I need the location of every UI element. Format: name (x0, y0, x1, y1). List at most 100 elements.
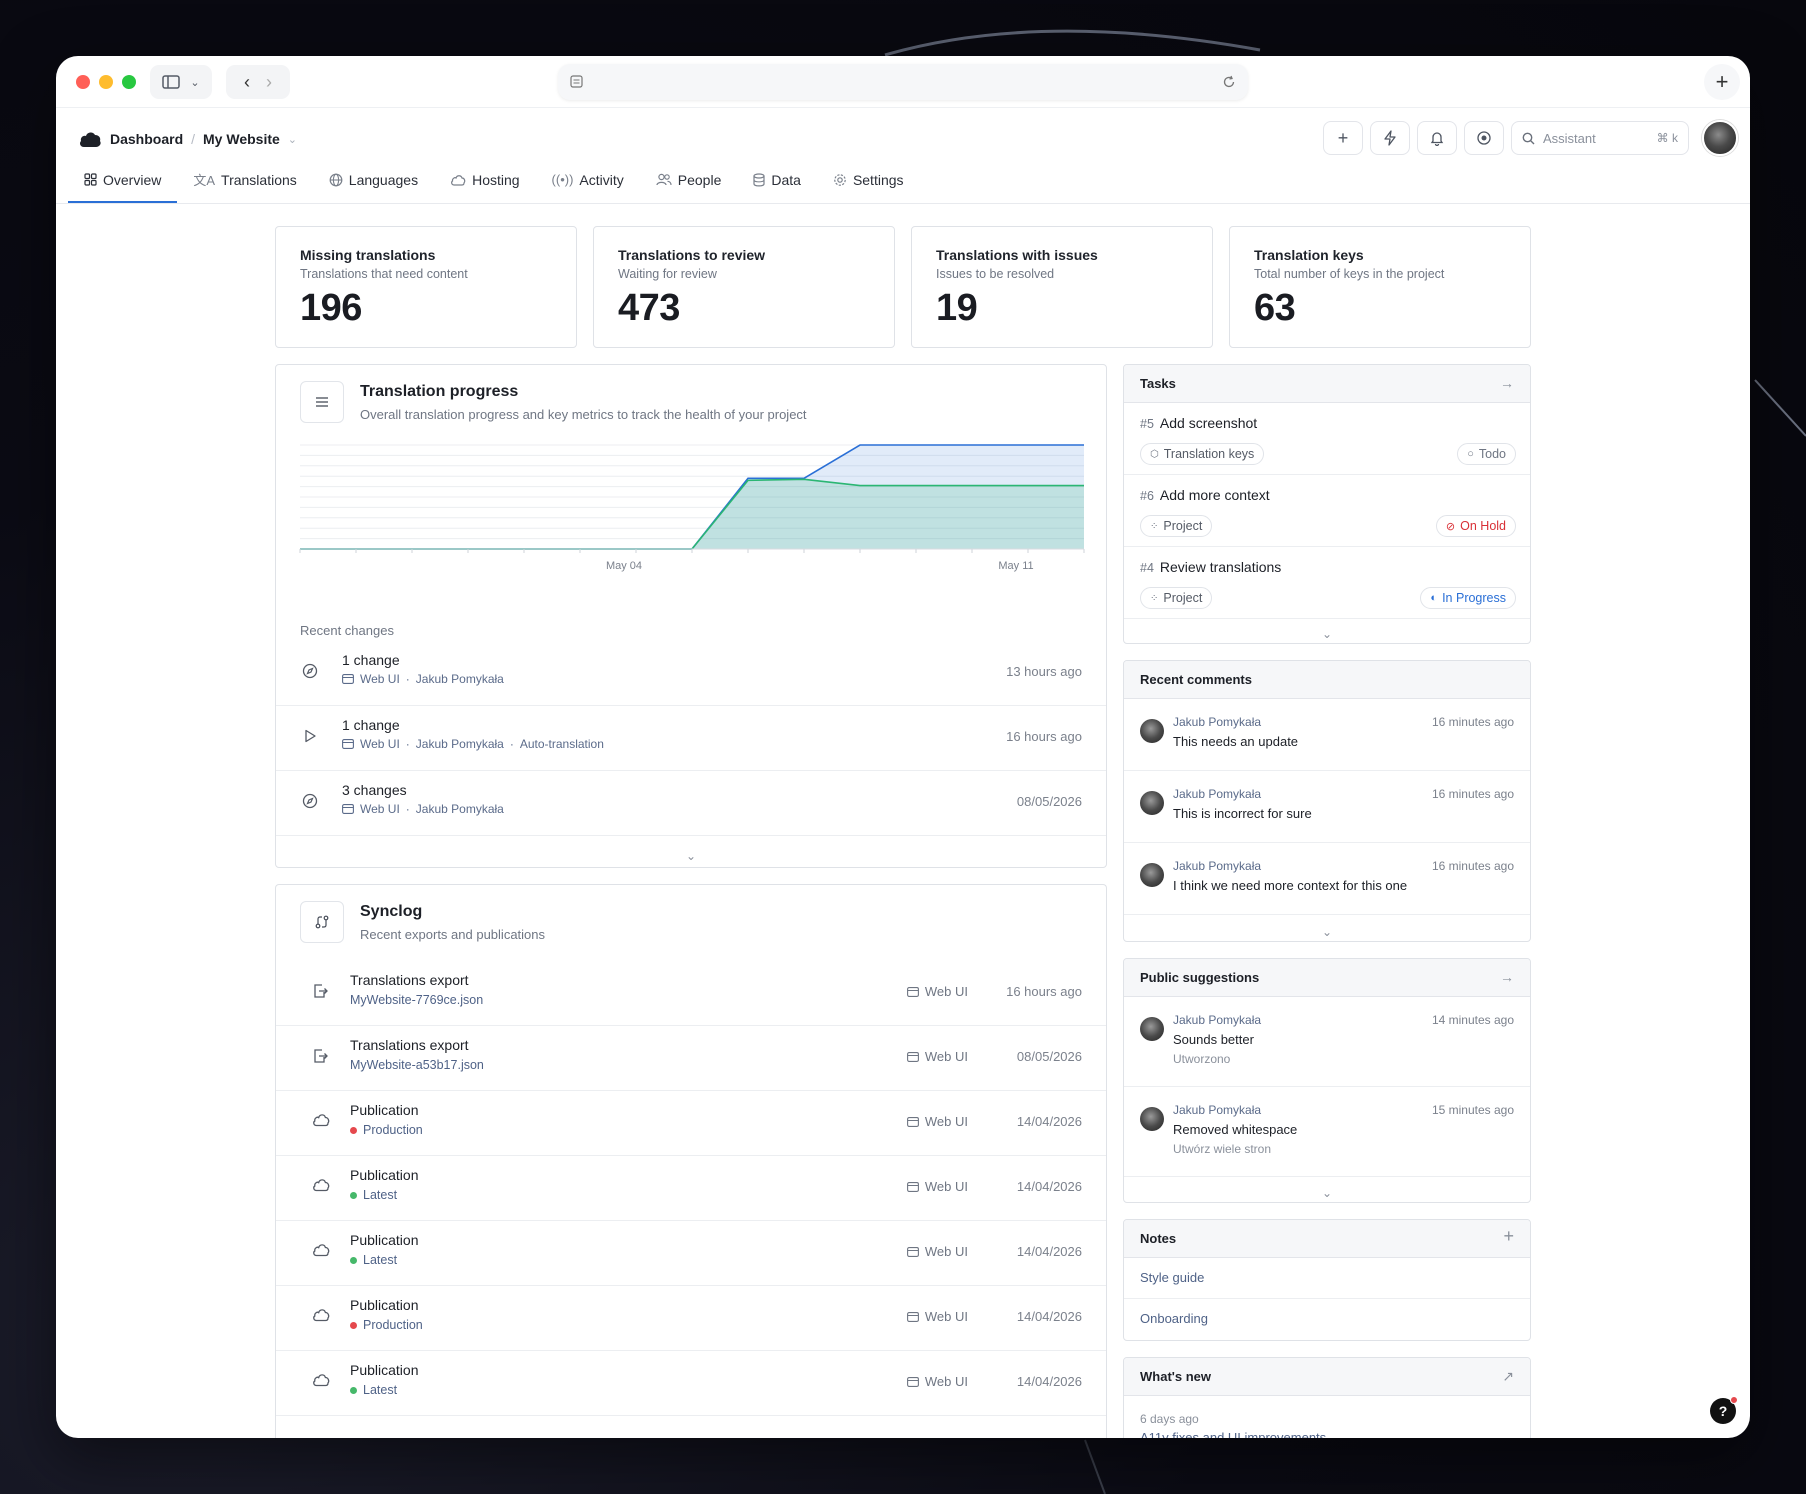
tab-translations[interactable]: 文A Translations (177, 170, 312, 203)
suggestion-row[interactable]: Jakub Pomykała Removed whitespace Utwórz w… (1124, 1087, 1530, 1177)
stat-card-review[interactable]: Translations to review Waiting for revie… (593, 226, 895, 348)
task-row[interactable]: #4 Review translations ⁘ Project ◐ In Progres… (1124, 547, 1530, 619)
maximize-window-button[interactable] (122, 75, 136, 89)
show-more-chevron-icon[interactable]: ⌄ (1321, 925, 1333, 939)
synclog-row[interactable]: Translations export MyWebsite-a53b17.json… (276, 1026, 1106, 1091)
task-status-badge[interactable]: ⊘ On Hold (1435, 515, 1516, 537)
change-meta: Web UI · Jakub Pomykała · Auto-translation (342, 737, 604, 751)
task-status-badge[interactable]: ○ Todo (1457, 443, 1516, 465)
synclog-row[interactable]: Publication Latest Web UI 14/04/2026 (276, 1351, 1106, 1416)
change-author[interactable]: Jakub Pomykała (415, 802, 504, 816)
reload-icon[interactable] (1222, 75, 1236, 89)
title-bar: ⌄ ‹ › + (56, 56, 1750, 108)
task-tag[interactable]: ⬡ Translation keys (1140, 443, 1265, 465)
synclog-row[interactable]: Publication Latest Web UI 14/04/2026 (276, 1221, 1106, 1286)
suggestion-row[interactable]: Jakub Pomykała Sounds better Utworzono 14 m… (1124, 997, 1530, 1087)
notifications-button[interactable] (1417, 121, 1457, 155)
comments-list: Jakub Pomykała This needs an update 16 min… (1124, 699, 1530, 915)
comment-row[interactable]: Jakub Pomykała I think we need more conte… (1124, 843, 1530, 915)
back-icon[interactable]: ‹ (244, 71, 250, 92)
change-author[interactable]: Jakub Pomykała (415, 737, 504, 751)
suggestions-title: Public suggestions (1140, 970, 1260, 985)
external-link-icon[interactable]: ↗ (1502, 1368, 1514, 1384)
tab-data[interactable]: Data (737, 170, 817, 203)
tab-activity[interactable]: ((•)) Activity (536, 170, 640, 203)
chevron-down-icon[interactable]: ⌄ (287, 133, 297, 146)
assistant-search[interactable]: Assistant ⌘ k (1511, 121, 1689, 155)
arrow-right-icon[interactable]: → (1500, 375, 1514, 391)
note-item[interactable]: Style guide (1124, 1258, 1530, 1299)
minimize-window-button[interactable] (99, 75, 113, 89)
suggestion-author[interactable]: Jakub Pomykała (1173, 1103, 1262, 1117)
panel-title: Synclog (360, 903, 423, 920)
task-tag[interactable]: ⁘ Project (1140, 515, 1213, 537)
task-tag[interactable]: ⁘ Project (1140, 587, 1213, 609)
show-more-chevron-icon[interactable]: ⌄ (1321, 627, 1333, 641)
tab-settings[interactable]: Settings (817, 170, 920, 203)
comment-author[interactable]: Jakub Pomykała (1173, 715, 1262, 729)
close-window-button[interactable] (76, 75, 90, 89)
add-button[interactable]: + (1323, 121, 1363, 155)
change-source: Web UI (360, 737, 400, 751)
synclog-detail: MyWebsite-7769ce.json (350, 993, 483, 1007)
synclog-row[interactable]: Translations export MyWebsite-7769ce.json… (276, 961, 1106, 1026)
whats-new-header: What's new ↗ (1124, 1358, 1530, 1396)
whats-new-text[interactable]: A11y fixes and UI improvements (1140, 1430, 1327, 1438)
synclog-row[interactable]: Publication Production Web UI 14/04/2026 (276, 1091, 1106, 1156)
help-button[interactable]: ? (1710, 1396, 1738, 1424)
task-status-badge[interactable]: ◐ In Progress (1420, 587, 1516, 609)
comment-row[interactable]: Jakub Pomykała This needs an update 16 min… (1124, 699, 1530, 771)
tab-hosting[interactable]: Hosting (434, 170, 535, 203)
synclog-detail: Production (350, 1318, 423, 1332)
avatar (1140, 1107, 1164, 1131)
task-tag-label: Translation keys (1163, 447, 1255, 461)
task-row[interactable]: #6 Add more context ⁘ Project ⊘ On Hold (1124, 475, 1530, 547)
cloud-icon (312, 1113, 330, 1132)
tab-overview[interactable]: Overview (68, 170, 178, 203)
series-area-1 (300, 479, 1084, 549)
add-note-plus-icon[interactable]: + (1503, 1226, 1514, 1246)
show-more-chevron-icon[interactable]: ⌄ (1321, 1186, 1333, 1200)
comments-header: Recent comments (1124, 661, 1530, 699)
people-icon (656, 173, 672, 186)
sidebar-toggle-button[interactable]: ⌄ (150, 65, 212, 99)
stat-value: 19 (936, 287, 978, 329)
note-item[interactable]: Onboarding (1140, 1311, 1208, 1326)
comment-author[interactable]: Jakub Pomykała (1173, 859, 1262, 873)
synclog-time: 16 hours ago (1006, 984, 1082, 999)
compass-icon (302, 663, 318, 679)
change-row[interactable]: 1 change Web UI · Jakub Pomykała 13 hours… (276, 641, 1106, 706)
quick-actions-button[interactable] (1370, 121, 1410, 155)
address-bar[interactable] (558, 64, 1248, 100)
synclog-row[interactable]: Publication Latest Web UI 14/04/2026 (276, 1156, 1106, 1221)
suggestion-author[interactable]: Jakub Pomykała (1173, 1013, 1262, 1027)
meta-separator: · (405, 802, 410, 816)
synclog-title: Publication (350, 1362, 419, 1378)
avatar (1140, 1017, 1164, 1041)
change-row[interactable]: 1 change Web UI · Jakub Pomykała · Auto-tr… (276, 706, 1106, 771)
task-tag-label: Project (1163, 591, 1203, 605)
stat-card-issues[interactable]: Translations with issues Issues to be re… (911, 226, 1213, 348)
new-tab-button[interactable]: + (1704, 64, 1740, 100)
synclog-source: Web UI (906, 1374, 968, 1389)
synclog-row[interactable]: Publication Production Web UI 14/04/2026 (276, 1286, 1106, 1351)
change-row[interactable]: 3 changes Web UI · Jakub Pomykała 08/05/2… (276, 771, 1106, 836)
arrow-right-icon[interactable]: → (1500, 969, 1514, 985)
status-dot (350, 1387, 357, 1395)
gear-icon (834, 173, 846, 186)
tab-people[interactable]: People (640, 170, 738, 203)
comment-time: 16 minutes ago (1431, 787, 1514, 801)
record-button[interactable] (1464, 121, 1504, 155)
task-row[interactable]: #5 Add screenshot ⬡ Translation keys ○ Todo (1124, 403, 1530, 475)
stat-card-missing[interactable]: Missing translations Translations that n… (275, 226, 577, 348)
show-more-chevron-icon[interactable]: ⌄ (685, 849, 697, 863)
tab-languages[interactable]: Languages (313, 170, 434, 203)
breadcrumb-dashboard[interactable]: Dashboard (110, 131, 184, 147)
stat-card-keys[interactable]: Translation keys Total number of keys in… (1229, 226, 1531, 348)
breadcrumb-project[interactable]: My Website (203, 131, 280, 147)
comment-author[interactable]: Jakub Pomykała (1173, 787, 1262, 801)
change-author[interactable]: Jakub Pomykała (415, 672, 504, 686)
comment-row[interactable]: Jakub Pomykała This is incorrect for sure… (1124, 771, 1530, 843)
forward-icon[interactable]: › (266, 71, 272, 92)
user-avatar[interactable] (1702, 120, 1738, 156)
